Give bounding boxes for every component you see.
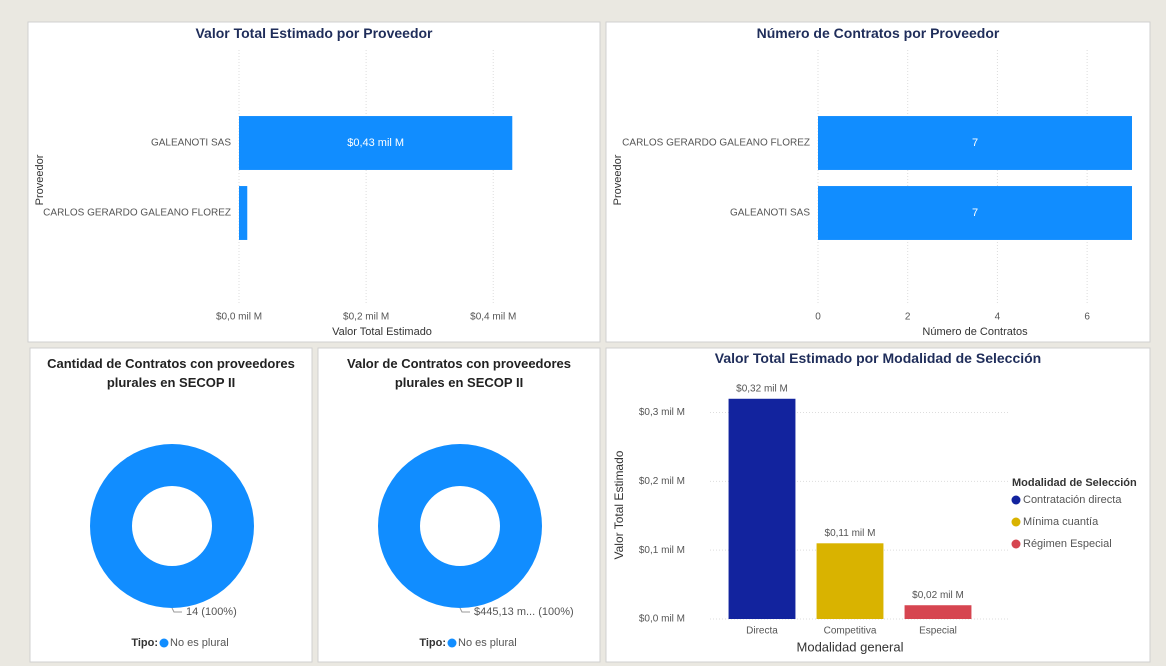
y-axis-title: Valor Total Estimado	[612, 450, 626, 559]
bar	[728, 398, 796, 619]
legend-label: Contratación directa	[1023, 494, 1122, 506]
legend-title: Modalidad de Selección	[1012, 477, 1137, 489]
bar	[904, 605, 972, 619]
chart-title: Valor de Contratos con proveedores plura…	[347, 356, 571, 390]
y-tick-label: $0,3 mil M	[639, 407, 685, 418]
y-axis-title: Proveedor	[34, 154, 46, 205]
panel	[605, 21, 1151, 343]
x-tick-label: 6	[1084, 312, 1090, 323]
bar	[239, 116, 513, 170]
legend-swatch	[1011, 539, 1021, 549]
data-label: $0,02 mil M	[912, 590, 964, 601]
legend-swatch	[159, 638, 169, 648]
y-tick-label: $0,1 mil M	[639, 545, 685, 556]
chart-title: Número de Contratos por Proveedor	[756, 25, 1000, 41]
x-axis-title: Número de Contratos	[922, 326, 1028, 338]
data-label: $0,43 mil M	[347, 137, 404, 149]
y-tick-label: $0,0 mil M	[639, 614, 685, 625]
x-tick-label: $0,2 mil M	[343, 312, 389, 323]
x-tick-label: 0	[815, 312, 821, 323]
data-label: $0,11 mil M	[825, 528, 876, 539]
legend-title: Tipo:	[419, 637, 446, 649]
x-tick-label: $0,0 mil M	[216, 312, 262, 323]
x-tick-label: Directa	[746, 626, 778, 637]
x-tick-label: 2	[905, 312, 911, 323]
bar	[818, 186, 1132, 240]
bar	[816, 543, 884, 619]
legend-swatch	[447, 638, 457, 648]
x-tick-label: Competitiva	[824, 626, 877, 637]
legend-label: Mínima cuantía	[1023, 516, 1099, 528]
bar	[818, 116, 1132, 170]
panel	[29, 347, 313, 663]
x-axis-title: Valor Total Estimado	[332, 326, 432, 338]
y-tick-label: CARLOS GERARDO GALEANO FLOREZ	[43, 208, 231, 219]
data-label: $0,32 mil M	[736, 383, 788, 394]
legend-label: No es plural	[170, 637, 229, 649]
y-tick-label: $0,2 mil M	[639, 476, 685, 487]
x-tick-label: 4	[995, 312, 1001, 323]
legend-swatch	[1011, 495, 1021, 505]
legend-label: No es plural	[458, 637, 517, 649]
x-tick-label: $0,4 mil M	[470, 312, 516, 323]
legend-title: Tipo:	[131, 637, 158, 649]
legend-label: Régimen Especial	[1023, 538, 1112, 550]
chart-title: Valor Total Estimado por Modalidad de Se…	[714, 350, 1042, 366]
x-tick-label: Especial	[919, 626, 957, 637]
legend-swatch	[1011, 517, 1021, 527]
data-label: 7	[972, 137, 978, 149]
panel	[317, 347, 601, 663]
y-tick-label: CARLOS GERARDO GALEANO FLOREZ	[622, 138, 810, 149]
data-label: 7	[972, 207, 978, 219]
chart-title: Valor Total Estimado por Proveedor	[195, 25, 433, 41]
y-tick-label: GALEANOTI SAS	[730, 208, 810, 219]
x-axis-title: Modalidad general	[797, 639, 904, 654]
y-axis-title: Proveedor	[612, 154, 624, 205]
bar	[239, 186, 248, 240]
chart-title: Cantidad de Contratos con proveedores pl…	[47, 356, 295, 390]
y-tick-label: GALEANOTI SAS	[151, 138, 231, 149]
leader-line	[459, 607, 470, 613]
data-label: $445,13 m... (100%)	[474, 606, 574, 618]
panel	[27, 21, 601, 343]
donut-slice	[378, 444, 542, 608]
data-label: 14 (100%)	[186, 606, 237, 618]
donut-slice	[90, 444, 254, 608]
leader-line	[171, 607, 182, 613]
